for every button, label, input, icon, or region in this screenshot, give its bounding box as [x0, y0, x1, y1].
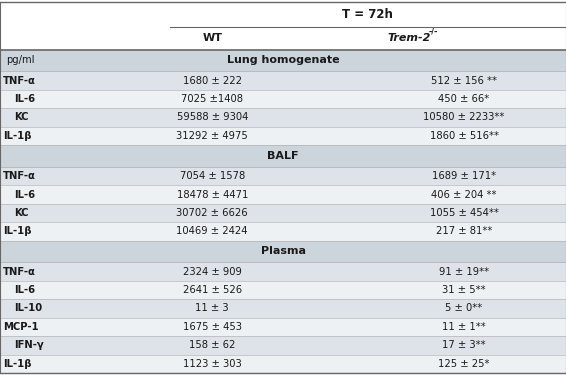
Text: 217 ± 81**: 217 ± 81** — [436, 226, 492, 237]
Bar — [0, 71, 566, 90]
Text: TNF-α: TNF-α — [3, 171, 36, 181]
Text: IL-10: IL-10 — [14, 303, 42, 313]
Text: KC: KC — [14, 208, 29, 218]
Text: 1680 ± 222: 1680 ± 222 — [183, 75, 242, 86]
Bar — [0, 185, 566, 204]
Bar — [0, 222, 566, 241]
Text: 512 ± 156 **: 512 ± 156 ** — [431, 75, 497, 86]
Text: 7025 ±1408: 7025 ±1408 — [181, 94, 243, 104]
Bar — [0, 167, 566, 185]
Bar — [0, 2, 566, 27]
Text: 1123 ± 303: 1123 ± 303 — [183, 359, 242, 369]
Bar — [0, 50, 566, 71]
Text: Plasma: Plasma — [260, 246, 306, 256]
Text: 406 ± 204 **: 406 ± 204 ** — [431, 189, 497, 200]
Bar — [0, 336, 566, 355]
Text: 2324 ± 909: 2324 ± 909 — [183, 267, 242, 276]
Bar — [0, 281, 566, 299]
Text: 7054 ± 1578: 7054 ± 1578 — [179, 171, 245, 181]
Bar — [0, 262, 566, 281]
Text: -/-: -/- — [428, 27, 438, 36]
Text: 125 ± 25*: 125 ± 25* — [439, 359, 490, 369]
Text: IL-1β: IL-1β — [3, 131, 31, 141]
Text: IL-1β: IL-1β — [3, 359, 31, 369]
Text: 158 ± 62: 158 ± 62 — [189, 340, 235, 350]
Text: 59588 ± 9304: 59588 ± 9304 — [177, 112, 248, 123]
Bar — [0, 299, 566, 318]
Text: TNF-α: TNF-α — [3, 267, 36, 276]
Text: 1860 ± 516**: 1860 ± 516** — [430, 131, 499, 141]
Text: pg/ml: pg/ml — [6, 56, 34, 66]
Text: 450 ± 66*: 450 ± 66* — [439, 94, 490, 104]
Text: 1055 ± 454**: 1055 ± 454** — [430, 208, 499, 218]
Text: 91 ± 19**: 91 ± 19** — [439, 267, 489, 276]
Text: KC: KC — [14, 112, 29, 123]
Text: 17 ± 3**: 17 ± 3** — [442, 340, 486, 350]
Bar — [0, 108, 566, 127]
Text: Lung homogenate: Lung homogenate — [227, 56, 339, 66]
Text: WT: WT — [202, 33, 222, 43]
Text: TNF-α: TNF-α — [3, 75, 36, 86]
Text: IL-6: IL-6 — [14, 285, 35, 295]
Text: BALF: BALF — [267, 151, 299, 161]
Bar — [0, 204, 566, 222]
Bar — [0, 145, 566, 167]
Text: 31292 ± 4975: 31292 ± 4975 — [177, 131, 248, 141]
Text: 11 ± 3: 11 ± 3 — [195, 303, 229, 313]
Text: 1689 ± 171*: 1689 ± 171* — [432, 171, 496, 181]
Bar — [0, 90, 566, 108]
Text: IFN-γ: IFN-γ — [14, 340, 44, 350]
Text: T = 72h: T = 72h — [342, 8, 393, 21]
Bar — [0, 127, 566, 145]
Text: 1675 ± 453: 1675 ± 453 — [183, 322, 242, 332]
Text: IL-6: IL-6 — [14, 189, 35, 200]
Text: 30702 ± 6626: 30702 ± 6626 — [177, 208, 248, 218]
Bar — [0, 318, 566, 336]
Text: IL-6: IL-6 — [14, 94, 35, 104]
Bar — [0, 27, 566, 50]
Text: 10469 ± 2424: 10469 ± 2424 — [177, 226, 248, 237]
Text: 5 ± 0**: 5 ± 0** — [445, 303, 483, 313]
Bar — [0, 355, 566, 373]
Text: 31 ± 5**: 31 ± 5** — [442, 285, 486, 295]
Text: 11 ± 1**: 11 ± 1** — [442, 322, 486, 332]
Text: 10580 ± 2233**: 10580 ± 2233** — [423, 112, 505, 123]
Text: 18478 ± 4471: 18478 ± 4471 — [177, 189, 248, 200]
Text: 2641 ± 526: 2641 ± 526 — [183, 285, 242, 295]
Text: MCP-1: MCP-1 — [3, 322, 38, 332]
Text: IL-1β: IL-1β — [3, 226, 31, 237]
Text: Trem-2: Trem-2 — [388, 33, 431, 43]
Bar — [0, 241, 566, 262]
